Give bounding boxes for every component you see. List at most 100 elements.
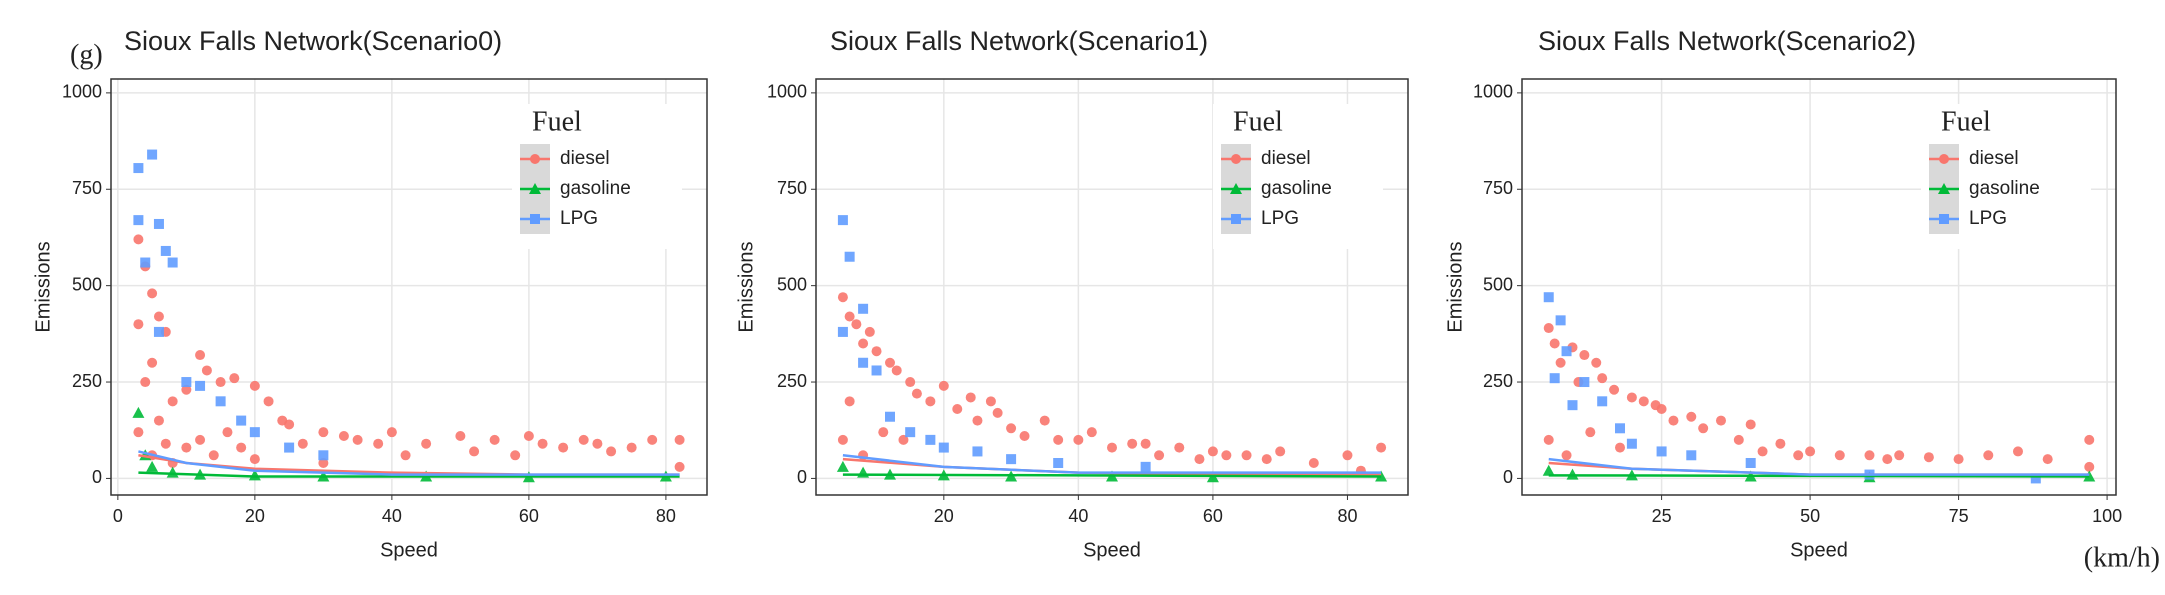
point: [1561, 346, 1572, 357]
point: [215, 377, 226, 388]
point: [160, 438, 171, 449]
point: [1194, 454, 1205, 465]
point: [1261, 454, 1272, 465]
point: [592, 438, 603, 449]
point: [1597, 396, 1608, 407]
point: [236, 415, 247, 426]
point: [153, 326, 164, 337]
y-tick-label: 250: [1483, 371, 1513, 391]
point: [836, 460, 849, 472]
legend-marker: [1231, 154, 1241, 164]
point: [1127, 438, 1138, 449]
point: [1140, 461, 1151, 472]
point: [851, 319, 862, 330]
point: [1543, 434, 1554, 445]
y-tick-label: 500: [1483, 274, 1513, 294]
point: [181, 377, 192, 388]
point: [1775, 438, 1786, 449]
point: [1006, 423, 1017, 434]
point: [1376, 442, 1387, 453]
point: [1585, 427, 1596, 438]
point: [208, 450, 219, 461]
point: [885, 411, 895, 422]
x-tick-label: 50: [1800, 506, 1820, 526]
legend-marker: [529, 183, 541, 194]
point: [844, 251, 855, 262]
point: [1107, 442, 1117, 453]
point: [837, 326, 848, 337]
point: [647, 434, 658, 445]
point: [236, 442, 247, 453]
point: [222, 427, 233, 438]
legend-label: diesel: [560, 148, 610, 169]
point: [523, 431, 534, 442]
point: [318, 450, 329, 461]
y-tick-label: 250: [72, 371, 102, 391]
point: [1275, 446, 1286, 457]
x-tick-label: 0: [113, 506, 123, 526]
y-axis-label: Emissions: [735, 241, 757, 332]
point: [284, 419, 295, 430]
point: [167, 257, 178, 268]
point: [160, 245, 171, 256]
point: [925, 396, 936, 407]
x-tick-label: 25: [1652, 506, 1672, 526]
point: [421, 438, 432, 449]
x-tick-label: 60: [519, 506, 539, 526]
point: [1668, 415, 1679, 426]
point: [133, 427, 144, 438]
point: [674, 461, 685, 472]
legend-marker: [530, 214, 540, 224]
point: [844, 396, 855, 407]
legend-title: Fuel: [1233, 106, 1283, 137]
legend-label: LPG: [560, 208, 598, 229]
point: [858, 303, 869, 314]
point: [153, 218, 164, 229]
point: [1561, 450, 1572, 461]
point: [2012, 446, 2023, 457]
point: [195, 434, 206, 445]
point: [837, 292, 848, 303]
trend-line: [1548, 457, 2090, 476]
point: [1053, 434, 1064, 445]
point: [133, 215, 144, 226]
y-tick-label: 500: [72, 274, 102, 294]
point: [1579, 350, 1590, 361]
x-axis-label: Speed: [1790, 539, 1848, 561]
legend-label: diesel: [1969, 148, 2019, 169]
point: [905, 377, 916, 388]
point: [147, 288, 158, 299]
point: [1140, 438, 1151, 449]
point: [1953, 454, 1964, 465]
trend-line: [138, 450, 680, 476]
point: [1073, 434, 1084, 445]
point: [965, 392, 976, 403]
point: [133, 163, 144, 174]
point: [837, 434, 848, 445]
x-tick-label: 40: [382, 506, 402, 526]
point: [1983, 450, 1994, 461]
point: [2042, 454, 2053, 465]
point: [1039, 415, 1050, 426]
legend-marker: [1230, 183, 1242, 194]
point: [318, 427, 329, 438]
trend-line: [842, 454, 1382, 474]
point: [140, 377, 151, 388]
legend-marker: [1939, 154, 1949, 164]
point: [2030, 473, 2041, 484]
point: [181, 384, 192, 395]
point: [181, 442, 192, 453]
point: [1615, 423, 1626, 434]
point: [146, 460, 159, 472]
point: [938, 442, 949, 453]
x-tick-label: 80: [1337, 506, 1357, 526]
legend-label: gasoline: [560, 178, 631, 199]
point: [153, 415, 164, 426]
point: [1733, 434, 1744, 445]
x-axis-label: Speed: [1083, 539, 1141, 561]
point: [1698, 423, 1709, 434]
point: [558, 442, 569, 453]
point: [1579, 377, 1590, 388]
point: [837, 215, 848, 226]
point: [1221, 450, 1232, 461]
